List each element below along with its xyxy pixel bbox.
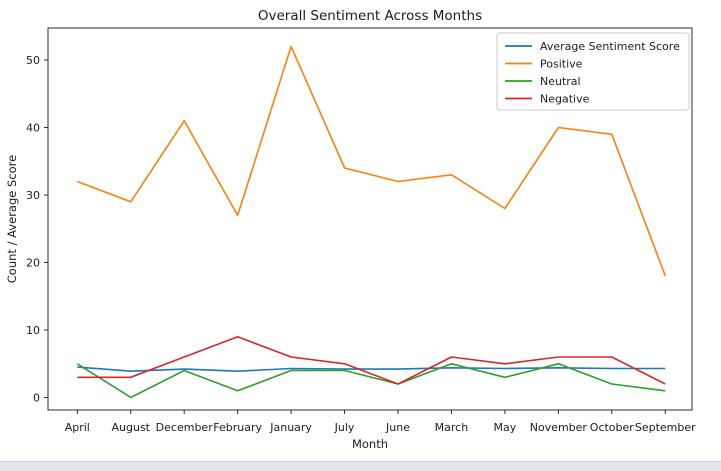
legend: Average Sentiment Score Positive Neutral Ne… (496, 32, 690, 111)
x-tick-label: December (156, 421, 214, 434)
legend-label-negative: Negative (540, 93, 590, 106)
y-tick-label: 30 (26, 189, 40, 202)
window-bottom-bar (0, 461, 721, 471)
legend-box (496, 32, 690, 111)
series-line-negative (77, 335, 666, 385)
x-tick-label: September (635, 421, 696, 434)
y-tick-label: 10 (26, 324, 40, 337)
sentiment-line-chart: 0 10 20 30 40 50 April August December February Ja… (5, 8, 696, 451)
axes-frame (47, 27, 693, 411)
y-tick-label: 20 (26, 257, 40, 270)
legend-label-positive: Positive (540, 58, 583, 71)
y-tick-label: 0 (33, 392, 40, 405)
y-axis-label: Count / Average Score (5, 155, 19, 283)
x-tick-label: February (213, 421, 262, 434)
x-tick-label: August (112, 421, 151, 434)
x-tick-label: November (530, 421, 588, 434)
y-tick-label: 50 (26, 54, 40, 67)
x-tick-label: March (435, 421, 469, 434)
x-axis-label: Month (352, 437, 388, 451)
series-line-neutral (76, 362, 666, 399)
chart-title: Overall Sentiment Across Months (258, 8, 482, 24)
x-tick-label: June (385, 421, 410, 434)
legend-label-average-sentiment-score: Average Sentiment Score (540, 40, 680, 53)
x-tick-label: May (494, 421, 517, 434)
y-tick-label: 40 (26, 122, 40, 135)
series-line-positive (77, 45, 667, 277)
plot-area: 0 10 20 30 40 50 April August December February Ja… (26, 27, 696, 434)
x-tick-label: October (590, 421, 634, 434)
x-tick-label: April (65, 421, 90, 434)
x-tick-label: January (269, 421, 312, 434)
legend-label-neutral: Neutral (540, 75, 581, 88)
x-tick-label: July (334, 421, 355, 434)
